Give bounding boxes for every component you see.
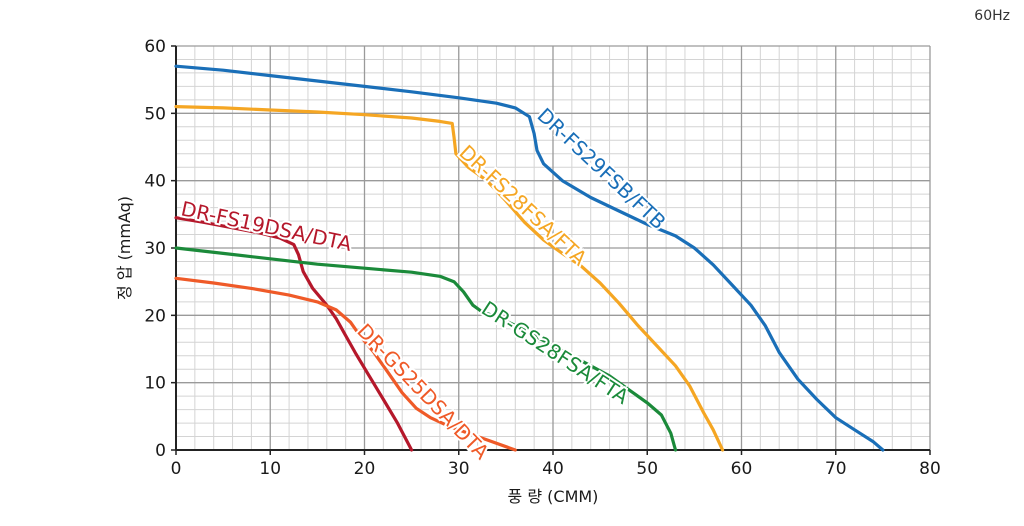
y-tick-label: 20 [144,306,166,326]
x-tick-label: 60 [731,459,753,479]
x-tick-label: 10 [259,459,281,479]
y-tick-label: 40 [144,172,166,192]
x-axis-title: 풍 량 (CMM) [508,487,599,506]
x-tick-label: 40 [542,459,564,479]
x-tick-label: 20 [354,459,376,479]
series-line-1 [174,105,725,452]
y-tick-label: 30 [144,239,166,259]
x-tick-label: 50 [636,459,658,479]
y-axis-title: 정 압 (mmAq) [115,196,134,300]
y-tick-label: 10 [144,374,166,394]
y-tick-label: 50 [144,104,166,124]
x-tick-label: 80 [919,459,941,479]
series-line-3 [174,246,678,452]
y-tick-labels: 0 10 20 30 40 50 60 [144,37,176,461]
series-line-0 [174,64,885,452]
x-tick-label: 0 [171,459,182,479]
y-tick-label: 0 [155,441,166,461]
x-tick-label: 30 [448,459,470,479]
x-tick-label: 70 [825,459,847,479]
series-line-2 [174,216,414,452]
frequency-label: 60Hz [974,8,1010,24]
series-lines [174,64,885,452]
series-line-4 [174,276,517,452]
y-tick-label: 60 [144,37,166,57]
x-tick-labels: 0 10 20 30 40 50 60 70 80 [171,450,941,479]
